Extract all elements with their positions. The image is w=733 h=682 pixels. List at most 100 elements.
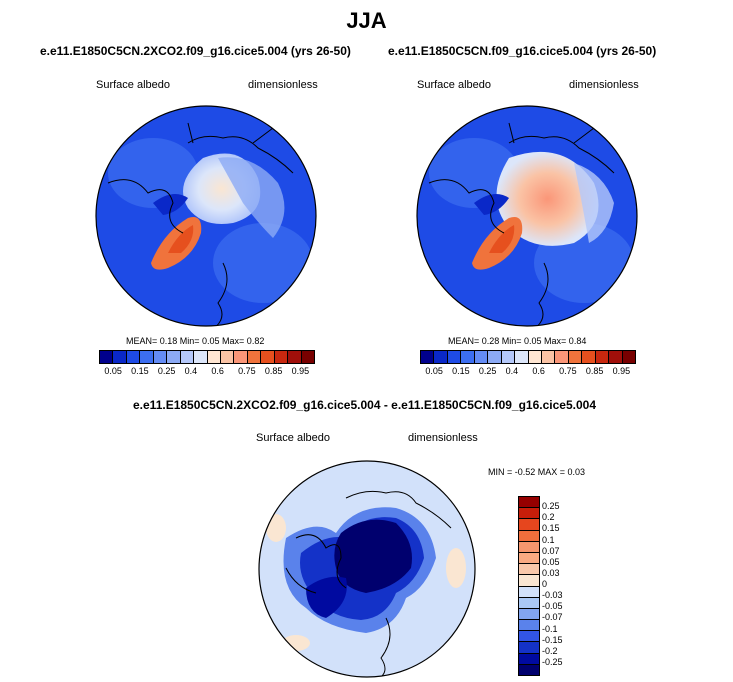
colorbar-swatch xyxy=(519,597,539,609)
panel-2-case-title: e.e11.E1850C5CN.f09_g16.cice5.004 (yrs 2… xyxy=(388,44,657,58)
colorbar-tick-label: 0.15 xyxy=(131,366,149,376)
colorbar-tick-label: 0.05 xyxy=(542,556,560,567)
colorbar-swatch xyxy=(421,351,435,363)
panel-1-stats: MEAN= 0.18 Min= 0.05 Max= 0.82 xyxy=(126,336,265,346)
colorbar-tick-label: 0.25 xyxy=(542,501,560,512)
colorbar-tick-label: 0.05 xyxy=(425,366,443,376)
colorbar-tick-label: 0.6 xyxy=(211,366,224,376)
colorbar-tick-label: 0.75 xyxy=(238,366,256,376)
colorbar-tick-label: 0.4 xyxy=(184,366,198,376)
colorbar-tick-label: -0.05 xyxy=(542,601,563,612)
diff-case-title: e.e11.E1850C5CN.2XCO2.f09_g16.cice5.004 … xyxy=(133,398,596,412)
colorbar-tick-label: 0.05 xyxy=(104,366,122,376)
colorbar-tick-label: 0.03 xyxy=(542,567,560,578)
colorbar-swatch xyxy=(261,351,275,363)
colorbar-swatch xyxy=(519,586,539,598)
colorbar-tick-label: 0.25 xyxy=(157,366,176,376)
panel-2-colorbar-ticks: 0.05 0.15 0.25 0.4 0.6 0.75 0.85 0.95 xyxy=(420,366,636,378)
colorbar-swatch xyxy=(609,351,623,363)
colorbar-tick-label: 0.1 xyxy=(542,534,555,545)
diff-units-label: dimensionless xyxy=(408,432,478,444)
colorbar-tick-label: 0.95 xyxy=(612,366,631,376)
colorbar-swatch xyxy=(515,351,529,363)
colorbar-swatch xyxy=(247,351,262,363)
panel-2-polar-map xyxy=(416,105,638,327)
colorbar-tick-label: -0.03 xyxy=(542,590,563,601)
colorbar-swatch xyxy=(519,642,539,654)
colorbar-swatch xyxy=(461,351,475,363)
colorbar-tick-label: 0.15 xyxy=(542,523,560,534)
colorbar-tick-label: 0.75 xyxy=(559,366,577,376)
colorbar-swatch xyxy=(288,351,302,363)
panel-1-case-title: e.e11.E1850C5CN.2XCO2.f09_g16.cice5.004 … xyxy=(40,44,351,58)
colorbar-tick-label: 0.6 xyxy=(532,366,545,376)
colorbar-swatch xyxy=(100,351,114,363)
colorbar-tick-label: 0.15 xyxy=(452,366,470,376)
colorbar-swatch xyxy=(519,552,539,565)
panel-2-variable-label: Surface albedo xyxy=(417,79,491,91)
colorbar-swatch xyxy=(622,351,635,363)
colorbar-tick-label: 0.2 xyxy=(542,512,555,523)
colorbar-tick-label: -0.15 xyxy=(542,634,563,645)
colorbar-tick-label: -0.1 xyxy=(542,623,558,634)
colorbar-tick-label: -0.2 xyxy=(542,645,558,656)
colorbar-swatch xyxy=(167,351,181,363)
panel-1-colorbar-ticks: 0.05 0.15 0.25 0.4 0.6 0.75 0.85 0.95 xyxy=(99,366,315,378)
colorbar-swatch xyxy=(207,351,221,363)
colorbar-swatch xyxy=(220,351,235,363)
colorbar-swatch xyxy=(519,541,539,553)
colorbar-swatch xyxy=(126,351,141,363)
colorbar-swatch xyxy=(568,351,583,363)
colorbar-swatch xyxy=(501,351,516,363)
colorbar-swatch xyxy=(519,519,539,531)
colorbar-swatch xyxy=(519,653,539,665)
colorbar-tick-label: 0.07 xyxy=(542,545,560,556)
colorbar-swatch xyxy=(519,497,539,509)
colorbar-swatch xyxy=(528,351,542,363)
colorbar-swatch xyxy=(519,664,539,675)
colorbar-tick-label: 0.4 xyxy=(505,366,519,376)
colorbar-swatch xyxy=(519,620,539,632)
panel-1-variable-label: Surface albedo xyxy=(96,79,170,91)
colorbar-swatch xyxy=(180,351,195,363)
colorbar-swatch xyxy=(434,351,448,363)
colorbar-swatch xyxy=(274,351,289,363)
colorbar-swatch xyxy=(194,351,208,363)
colorbar-swatch xyxy=(519,530,539,542)
diff-colorbar-ticks: 0.25 0.2 0.15 0.1 0.07 0.05 0.03 0 -0.03 -0.05 -0.… xyxy=(542,496,582,676)
colorbar-swatch xyxy=(595,351,610,363)
diff-polar-map xyxy=(258,460,476,678)
colorbar-tick-label: 0.85 xyxy=(264,366,283,376)
colorbar-swatch xyxy=(555,351,569,363)
colorbar-swatch xyxy=(153,351,168,363)
colorbar-tick-label: 0 xyxy=(542,579,548,589)
colorbar-swatch xyxy=(474,351,489,363)
colorbar-swatch xyxy=(234,351,248,363)
colorbar-tick-label: 0.85 xyxy=(585,366,604,376)
panel-2-stats: MEAN= 0.28 Min= 0.05 Max= 0.84 xyxy=(448,336,587,346)
colorbar-swatch xyxy=(113,351,127,363)
colorbar-swatch xyxy=(582,351,596,363)
colorbar-swatch xyxy=(519,631,539,643)
panel-1-units-label: dimensionless xyxy=(248,79,318,91)
colorbar-swatch xyxy=(541,351,556,363)
colorbar-swatch xyxy=(519,564,539,576)
diff-colorbar xyxy=(518,496,540,676)
colorbar-swatch xyxy=(140,351,154,363)
panel-2-units-label: dimensionless xyxy=(569,79,639,91)
colorbar-tick-label: -0.25 xyxy=(542,656,563,667)
panel-1-polar-map xyxy=(95,105,317,327)
colorbar-swatch xyxy=(488,351,502,363)
panel-1-colorbar xyxy=(99,350,315,364)
page-title: JJA xyxy=(346,8,387,33)
colorbar-swatch xyxy=(519,508,539,520)
colorbar-swatch xyxy=(447,351,462,363)
colorbar-tick-label: 0.95 xyxy=(291,366,310,376)
diff-variable-label: Surface albedo xyxy=(256,432,330,444)
diff-stats: MIN = -0.52 MAX = 0.03 xyxy=(488,467,586,477)
colorbar-swatch xyxy=(301,351,314,363)
panel-2-colorbar xyxy=(420,350,636,364)
colorbar-tick-label: 0.25 xyxy=(478,366,497,376)
colorbar-tick-label: -0.07 xyxy=(542,612,563,623)
colorbar-swatch xyxy=(519,608,539,621)
